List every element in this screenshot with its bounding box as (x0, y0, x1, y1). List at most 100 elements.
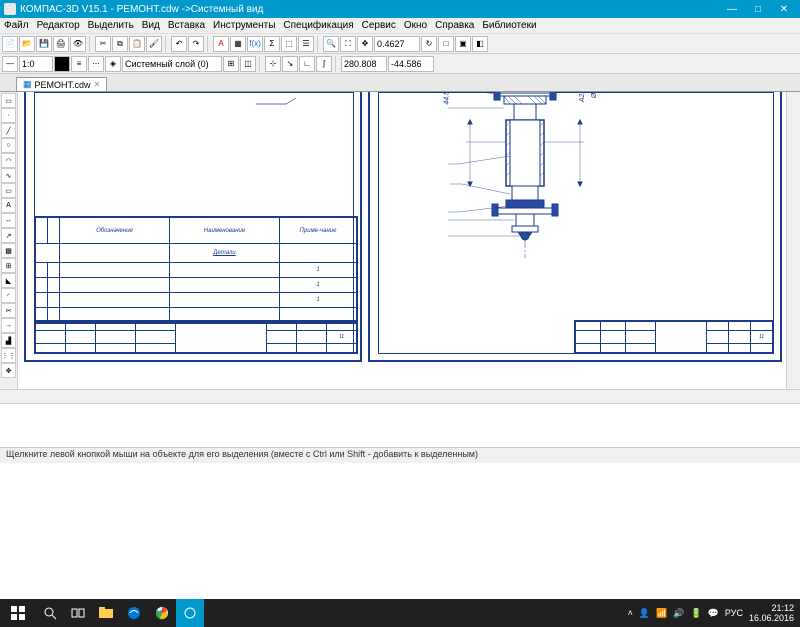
snap2-button[interactable]: ↘ (282, 56, 298, 72)
tool-fillet[interactable]: ◜ (1, 288, 16, 303)
menu-insert[interactable]: Вставка (168, 20, 205, 31)
c1-button[interactable]: □ (438, 36, 454, 52)
minimize-button[interactable]: — (720, 2, 744, 16)
coord-x[interactable] (341, 56, 387, 72)
tool-leader[interactable]: ↗ (1, 228, 16, 243)
tool-circle[interactable]: ○ (1, 138, 16, 153)
toolbar-main: 📄 📂 💾 🖨 👁 ✂ ⧉ 📋 🖌 ↶ ↷ А ▦ f(x) Σ ⬚ ☰ 🔍 ⛶… (0, 34, 800, 54)
tray-lang[interactable]: РУС (725, 608, 743, 618)
layer-button[interactable]: ◈ (105, 56, 121, 72)
save-button[interactable]: 💾 (36, 36, 52, 52)
refresh-button[interactable]: ↻ (421, 36, 437, 52)
redo-button[interactable]: ↷ (188, 36, 204, 52)
tool-point[interactable]: · (1, 108, 16, 123)
chrome-icon[interactable] (148, 599, 176, 627)
menu-spec[interactable]: Спецификация (283, 20, 353, 31)
tray-people-icon[interactable]: 👤 (639, 608, 650, 619)
tool-spline[interactable]: ∿ (1, 168, 16, 183)
zoomwin-button[interactable]: 🔍 (323, 36, 339, 52)
canvas[interactable]: Обозначение Наименование Приме-чание Дет… (18, 92, 786, 389)
copy-button[interactable]: ⧉ (112, 36, 128, 52)
tray-battery-icon[interactable]: 🔋 (690, 608, 701, 619)
desktop-blank (0, 463, 800, 599)
pan-button[interactable]: ✥ (357, 36, 373, 52)
zoom-input[interactable] (374, 36, 420, 52)
cut-button[interactable]: ✂ (95, 36, 111, 52)
menu-file[interactable]: Файл (4, 20, 29, 31)
start-button[interactable] (0, 599, 36, 627)
tray-wifi-icon[interactable]: 📶 (656, 608, 667, 619)
tool-move[interactable]: ✥ (1, 363, 16, 378)
tray-up-icon[interactable]: ˄ (628, 608, 633, 618)
lt-button[interactable]: ⋯ (88, 56, 104, 72)
maximize-button[interactable]: □ (746, 2, 770, 16)
tool-arc[interactable]: ◠ (1, 153, 16, 168)
coord-y[interactable] (388, 56, 434, 72)
tool-chamfer[interactable]: ◣ (1, 273, 16, 288)
search-icon[interactable] (36, 599, 64, 627)
kompas-icon[interactable] (176, 599, 204, 627)
tab-close-icon[interactable]: ✕ (94, 80, 101, 89)
tab-label: РЕМОНТ.cdw (35, 80, 91, 90)
d-button[interactable]: ⬚ (281, 36, 297, 52)
tool-select[interactable]: ▭ (1, 93, 16, 108)
document-tab[interactable]: ▦ РЕМОНТ.cdw ✕ (16, 77, 107, 91)
p1-button[interactable]: ⊞ (223, 56, 239, 72)
tray-clock[interactable]: 21:12 16.06.2016 (749, 603, 794, 623)
bottom-panel (0, 403, 800, 447)
tool-hatch[interactable]: ▩ (1, 243, 16, 258)
a-button[interactable]: А (213, 36, 229, 52)
menu-libs[interactable]: Библиотеки (482, 20, 536, 31)
tray-volume-icon[interactable]: 🔊 (673, 608, 684, 619)
menu-edit[interactable]: Редактор (37, 20, 80, 31)
tool-table[interactable]: ⊞ (1, 258, 16, 273)
tool-line[interactable]: ╱ (1, 123, 16, 138)
c2-button[interactable]: ▣ (455, 36, 471, 52)
taskview-icon[interactable] (64, 599, 92, 627)
tool-text[interactable]: A (1, 198, 16, 213)
print-button[interactable]: 🖨 (53, 36, 69, 52)
edge-icon[interactable] (120, 599, 148, 627)
zoomall-button[interactable]: ⛶ (340, 36, 356, 52)
new-button[interactable]: 📄 (2, 36, 18, 52)
paste-button[interactable]: 📋 (129, 36, 145, 52)
scrollbar-horizontal[interactable] (0, 389, 800, 403)
tool-array[interactable]: ⋮⋮ (1, 348, 16, 363)
snap4-button[interactable]: ʃ (316, 56, 332, 72)
menu-view[interactable]: Вид (142, 20, 160, 31)
c3-button[interactable]: ◧ (472, 36, 488, 52)
close-button[interactable]: ✕ (772, 2, 796, 16)
open-button[interactable]: 📂 (19, 36, 35, 52)
vars-button[interactable]: Σ (264, 36, 280, 52)
scrollbar-vertical[interactable] (786, 92, 800, 389)
tool-extend[interactable]: → (1, 318, 16, 333)
tool-trim[interactable]: ✂ (1, 303, 16, 318)
menu-select[interactable]: Выделить (88, 20, 134, 31)
fx-button[interactable]: f(x) (247, 36, 263, 52)
left-toolbar: ▭ · ╱ ○ ◠ ∿ ▭ A ↔ ↗ ▩ ⊞ ◣ ◜ ✂ → ▟ ⋮⋮ ✥ (0, 92, 18, 389)
menu-window[interactable]: Окно (404, 20, 427, 31)
menu-service[interactable]: Сервис (362, 20, 396, 31)
menu-help[interactable]: Справка (435, 20, 474, 31)
preview-button[interactable]: 👁 (70, 36, 86, 52)
tray-action-icon[interactable]: 💬 (708, 608, 719, 619)
tool-mirror[interactable]: ▟ (1, 333, 16, 348)
explorer-icon[interactable] (92, 599, 120, 627)
style-button[interactable]: — (2, 56, 18, 72)
menu-tools[interactable]: Инструменты (213, 20, 275, 31)
b-button[interactable]: ▦ (230, 36, 246, 52)
props-button[interactable]: 🖌 (146, 36, 162, 52)
layers-button[interactable]: ☰ (298, 36, 314, 52)
scale-input[interactable] (19, 56, 53, 72)
color-button[interactable] (54, 56, 70, 72)
lw-button[interactable]: ≡ (71, 56, 87, 72)
p2-button[interactable]: ◫ (240, 56, 256, 72)
undo-button[interactable]: ↶ (171, 36, 187, 52)
tool-dim[interactable]: ↔ (1, 213, 16, 228)
tool-rect[interactable]: ▭ (1, 183, 16, 198)
layer-select[interactable] (122, 56, 222, 72)
titleblock-left: 11 (34, 320, 358, 354)
snap1-button[interactable]: ⊹ (265, 56, 281, 72)
sheet-right: 15 3 1 8 11 10 44.5H8/f6 A2H7/f6 К 1/4" … (368, 92, 782, 362)
snap3-button[interactable]: ∟ (299, 56, 315, 72)
